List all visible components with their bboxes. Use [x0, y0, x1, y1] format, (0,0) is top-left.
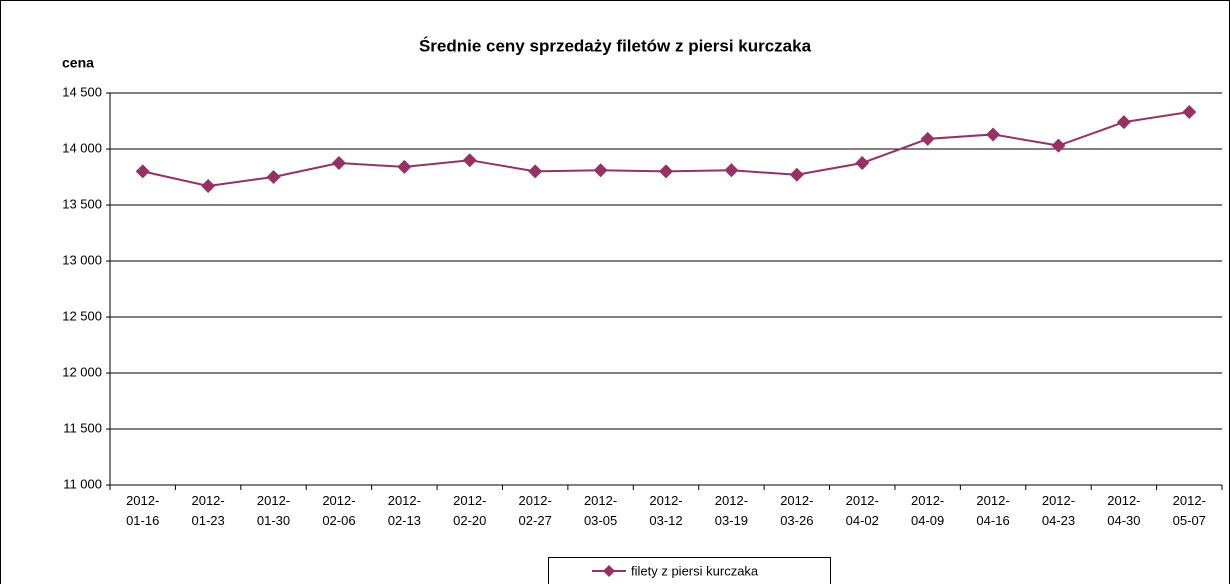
data-point — [331, 156, 346, 170]
y-axis-label: cena — [62, 55, 94, 71]
data-point — [201, 178, 216, 193]
data-point — [397, 159, 412, 174]
x-tick-label: 2012-03-05 — [583, 493, 618, 528]
x-tick-label: 2012-03-19 — [714, 493, 749, 528]
data-point — [659, 164, 673, 179]
data-point — [593, 163, 608, 178]
x-tick-label: 2012-03-12 — [649, 493, 683, 528]
x-tick-label: 2012-04-16 — [976, 493, 1010, 528]
y-tick-label: 13 000 — [62, 252, 102, 267]
x-tick-label: 2012-01-16 — [126, 493, 160, 528]
y-tick-label: 12 500 — [62, 308, 102, 323]
data-point — [528, 164, 543, 179]
data-point — [855, 156, 870, 170]
data-point — [462, 153, 477, 168]
data-point — [135, 164, 150, 179]
x-tick-label: 2012-02-13 — [387, 493, 421, 528]
data-point — [986, 127, 1001, 142]
x-tick-label: 2012-01-23 — [191, 493, 225, 528]
x-tick-label: 2012-04-09 — [911, 493, 945, 528]
x-tick-label: 2012-02-06 — [322, 493, 356, 528]
x-tick-label: 2012-02-27 — [518, 493, 552, 528]
legend-marker — [603, 565, 615, 577]
x-tick-label: 2012-05-07 — [1172, 493, 1206, 528]
y-tick-label: 11 000 — [63, 476, 102, 491]
data-point — [266, 170, 281, 184]
y-tick-label: 12 000 — [62, 364, 102, 379]
data-point — [1182, 105, 1197, 120]
x-tick-label: 2012-04-23 — [1041, 493, 1076, 528]
y-tick-label: 14 000 — [62, 140, 102, 155]
x-tick-label: 2012-04-30 — [1107, 493, 1141, 528]
x-tick-label: 2012-04-02 — [845, 493, 879, 528]
x-tick-label: 2012-01-30 — [256, 493, 291, 528]
data-point — [789, 167, 804, 182]
data-point — [1116, 115, 1131, 130]
legend-label: filety z piersi kurczaka — [631, 563, 759, 578]
y-tick-label: 13 500 — [62, 196, 102, 211]
data-point — [724, 163, 739, 178]
chart-title: Średnie ceny sprzedaży filetów z piersi … — [419, 36, 812, 55]
x-tick-label: 2012-03-26 — [780, 493, 814, 528]
data-point — [1051, 138, 1066, 153]
y-tick-label: 14 500 — [62, 84, 102, 99]
data-point — [920, 131, 935, 146]
y-tick-label: 11 500 — [63, 420, 102, 435]
x-tick-label: 2012-02-20 — [453, 493, 487, 528]
